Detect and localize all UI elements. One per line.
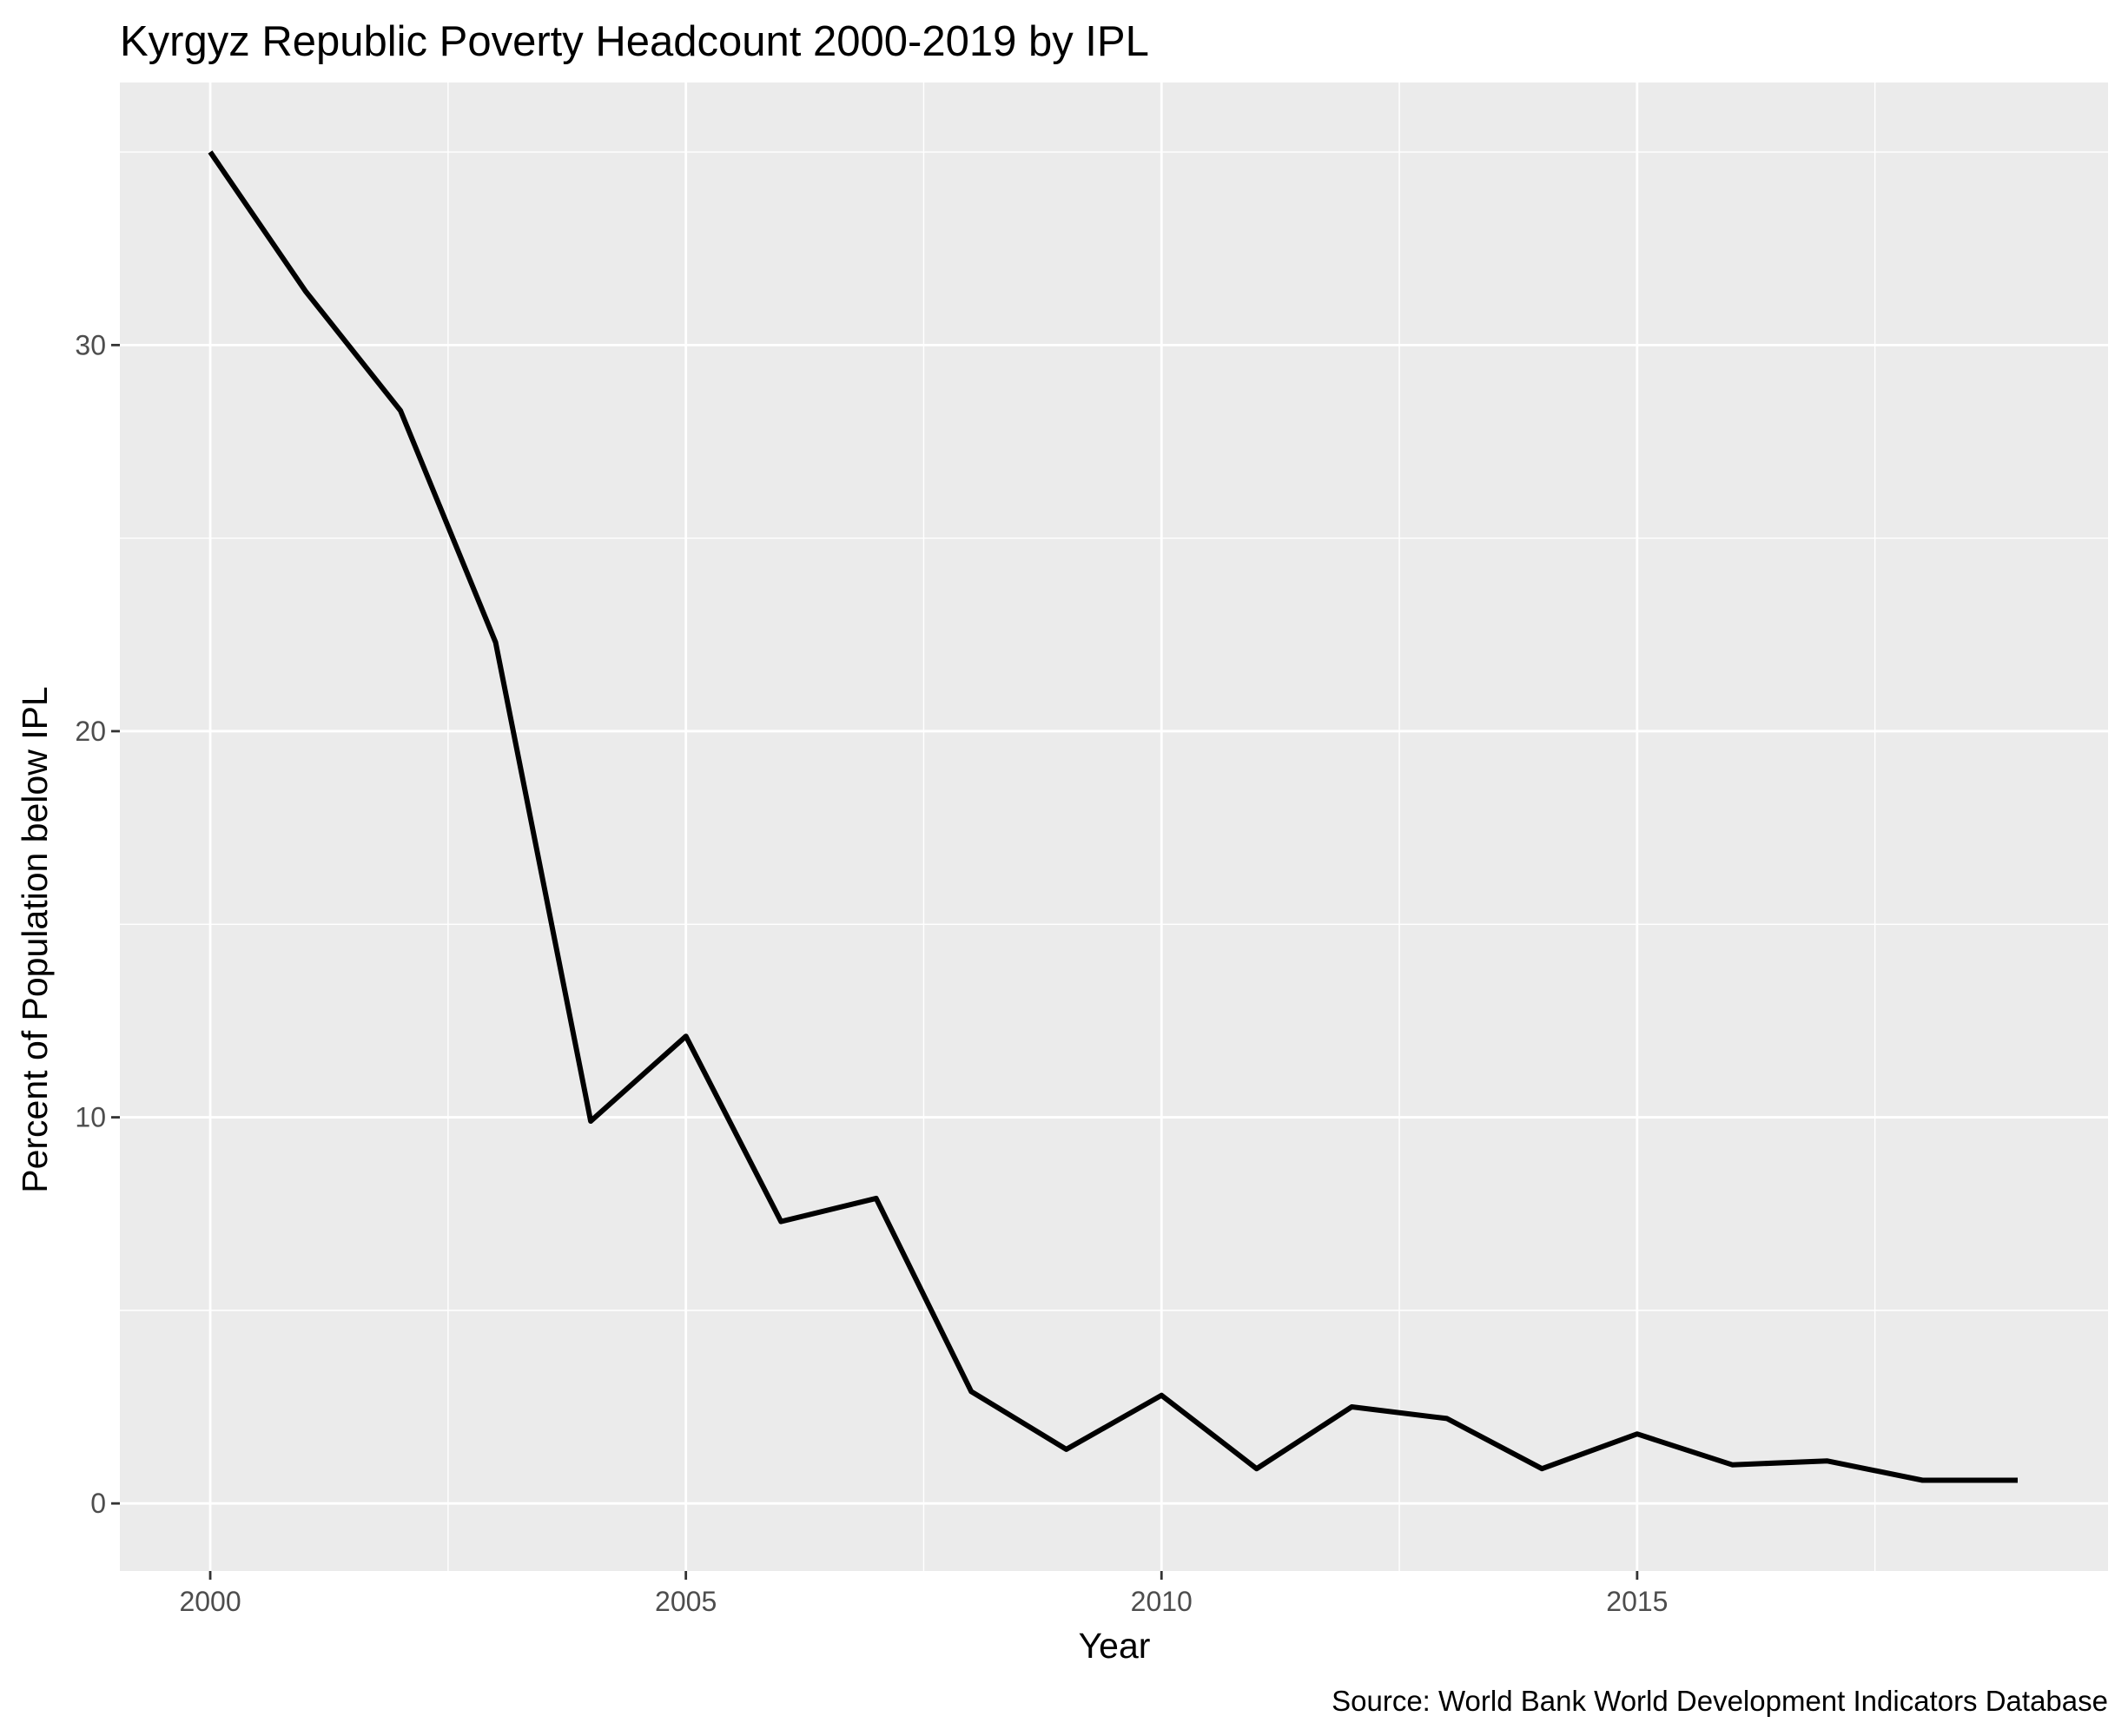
source-caption: Source: World Bank World Development Ind…	[1332, 1685, 2108, 1717]
y-axis-ticks: 0 10 20 30	[75, 329, 120, 1519]
y-tick-label: 30	[75, 329, 106, 360]
chart-title: Kyrgyz Republic Poverty Headcount 2000-2…	[120, 18, 1149, 65]
x-tick-label: 2000	[179, 1586, 241, 1617]
x-tick-label: 2005	[655, 1586, 717, 1617]
y-tick-label: 0	[90, 1488, 106, 1519]
y-axis-title: Percent of Population below IPL	[15, 686, 55, 1193]
y-tick-label: 20	[75, 716, 106, 747]
x-tick-label: 2010	[1131, 1586, 1193, 1617]
plot-panel	[120, 83, 2108, 1571]
series-line	[208, 150, 2018, 1483]
x-tick-label: 2015	[1606, 1586, 1668, 1617]
x-axis-ticks: 2000 2005 2010 2015	[179, 1571, 1668, 1617]
major-gridlines	[120, 83, 2108, 1571]
series-group	[208, 150, 2018, 1483]
x-axis-title: Year	[1079, 1626, 1151, 1666]
y-tick-label: 10	[75, 1102, 106, 1133]
